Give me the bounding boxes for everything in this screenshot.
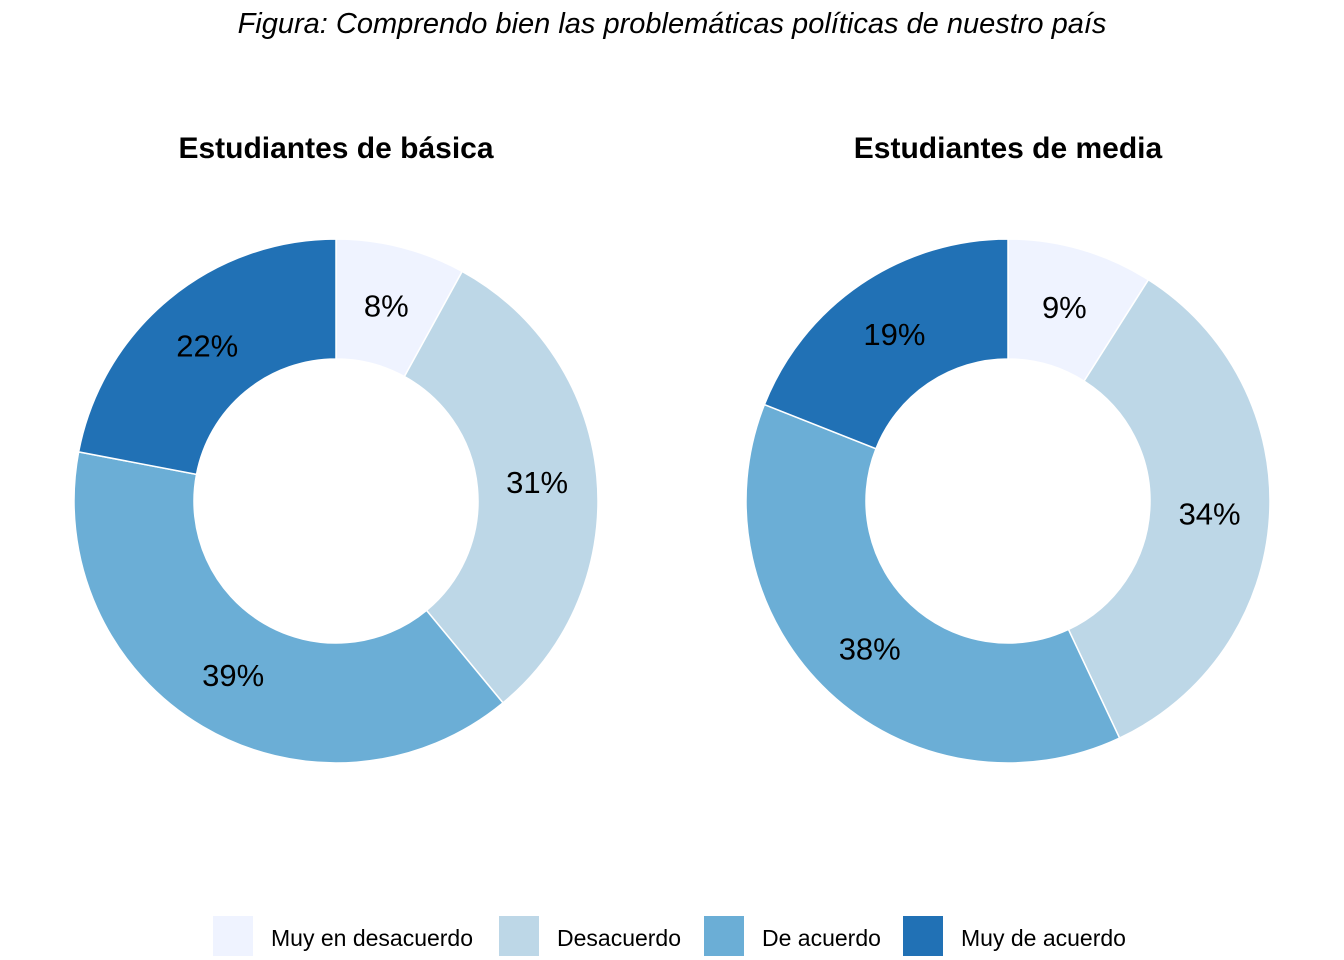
figure-title: Figura: Comprendo bien las problemáticas… [238, 8, 1107, 40]
donut-slice-de-acuerdo [73, 451, 505, 764]
legend-label-muy-en-desacuerdo: Muy en desacuerdo [271, 925, 473, 951]
slice-label-desacuerdo: 34% [1179, 497, 1241, 532]
legend-label-desacuerdo: Desacuerdo [557, 925, 681, 951]
legend-label-de-acuerdo: De acuerdo [762, 925, 881, 951]
donut-slice-desacuerdo [1067, 278, 1271, 740]
slice-label-de-acuerdo: 39% [202, 658, 264, 693]
panel-estudiantes-basica: Estudiantes de básica 8% 31% 39% 22% [73, 132, 599, 764]
panel-title-media: Estudiantes de media [854, 132, 1163, 165]
legend-swatch-muy-en-desacuerdo [213, 916, 253, 956]
donut-slice-muy-de-acuerdo [763, 238, 1009, 450]
slice-label-desacuerdo: 31% [506, 465, 568, 500]
donut-slice-de-acuerdo [745, 403, 1121, 764]
slice-label-muy-de-acuerdo: 22% [176, 328, 238, 363]
legend-swatch-muy-de-acuerdo [903, 916, 943, 956]
slice-label-muy-de-acuerdo: 19% [863, 317, 925, 352]
donut-slice-desacuerdo [403, 270, 599, 704]
donut-slice-muy-de-acuerdo [77, 238, 337, 476]
slice-label-de-acuerdo: 38% [839, 631, 901, 666]
panel-estudiantes-media: Estudiantes de media 9% 34% 38% 19% [745, 132, 1271, 764]
slice-label-muy-en-desacuerdo: 9% [1042, 290, 1087, 325]
legend-swatch-de-acuerdo [704, 916, 744, 956]
legend: Muy en desacuerdo Desacuerdo De acuerdo … [213, 916, 1126, 956]
legend-swatch-desacuerdo [499, 916, 539, 956]
legend-label-muy-de-acuerdo: Muy de acuerdo [961, 925, 1126, 951]
slice-label-muy-en-desacuerdo: 8% [364, 288, 409, 323]
panel-title-basica: Estudiantes de básica [178, 132, 493, 165]
